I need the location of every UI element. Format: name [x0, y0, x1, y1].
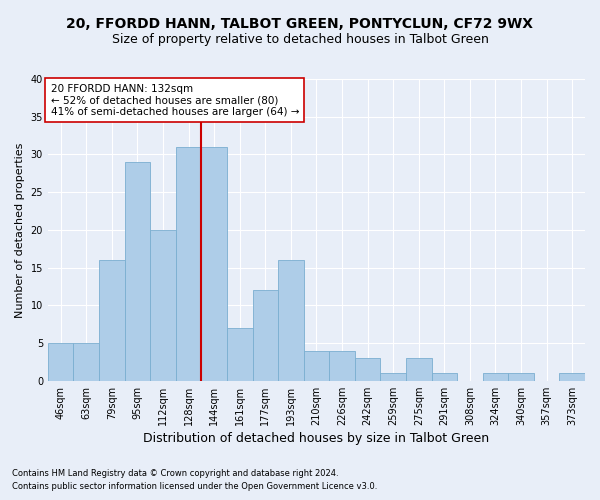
Bar — [125, 162, 150, 380]
Bar — [150, 230, 176, 380]
Bar — [278, 260, 304, 380]
Bar — [304, 350, 329, 380]
Text: Contains public sector information licensed under the Open Government Licence v3: Contains public sector information licen… — [12, 482, 377, 491]
Text: Contains HM Land Registry data © Crown copyright and database right 2024.: Contains HM Land Registry data © Crown c… — [12, 468, 338, 477]
Bar — [329, 350, 355, 380]
Bar — [355, 358, 380, 380]
Text: 20 FFORDD HANN: 132sqm
← 52% of detached houses are smaller (80)
41% of semi-det: 20 FFORDD HANN: 132sqm ← 52% of detached… — [50, 84, 299, 116]
Bar — [253, 290, 278, 380]
Bar — [482, 373, 508, 380]
Bar — [48, 343, 73, 380]
Text: 20, FFORDD HANN, TALBOT GREEN, PONTYCLUN, CF72 9WX: 20, FFORDD HANN, TALBOT GREEN, PONTYCLUN… — [67, 18, 533, 32]
Bar — [508, 373, 534, 380]
Bar — [73, 343, 99, 380]
Bar — [380, 373, 406, 380]
X-axis label: Distribution of detached houses by size in Talbot Green: Distribution of detached houses by size … — [143, 432, 490, 445]
Bar — [227, 328, 253, 380]
Bar — [431, 373, 457, 380]
Bar — [202, 147, 227, 380]
Bar — [559, 373, 585, 380]
Bar — [99, 260, 125, 380]
Bar — [176, 147, 202, 380]
Y-axis label: Number of detached properties: Number of detached properties — [15, 142, 25, 318]
Bar — [406, 358, 431, 380]
Text: Size of property relative to detached houses in Talbot Green: Size of property relative to detached ho… — [112, 32, 488, 46]
